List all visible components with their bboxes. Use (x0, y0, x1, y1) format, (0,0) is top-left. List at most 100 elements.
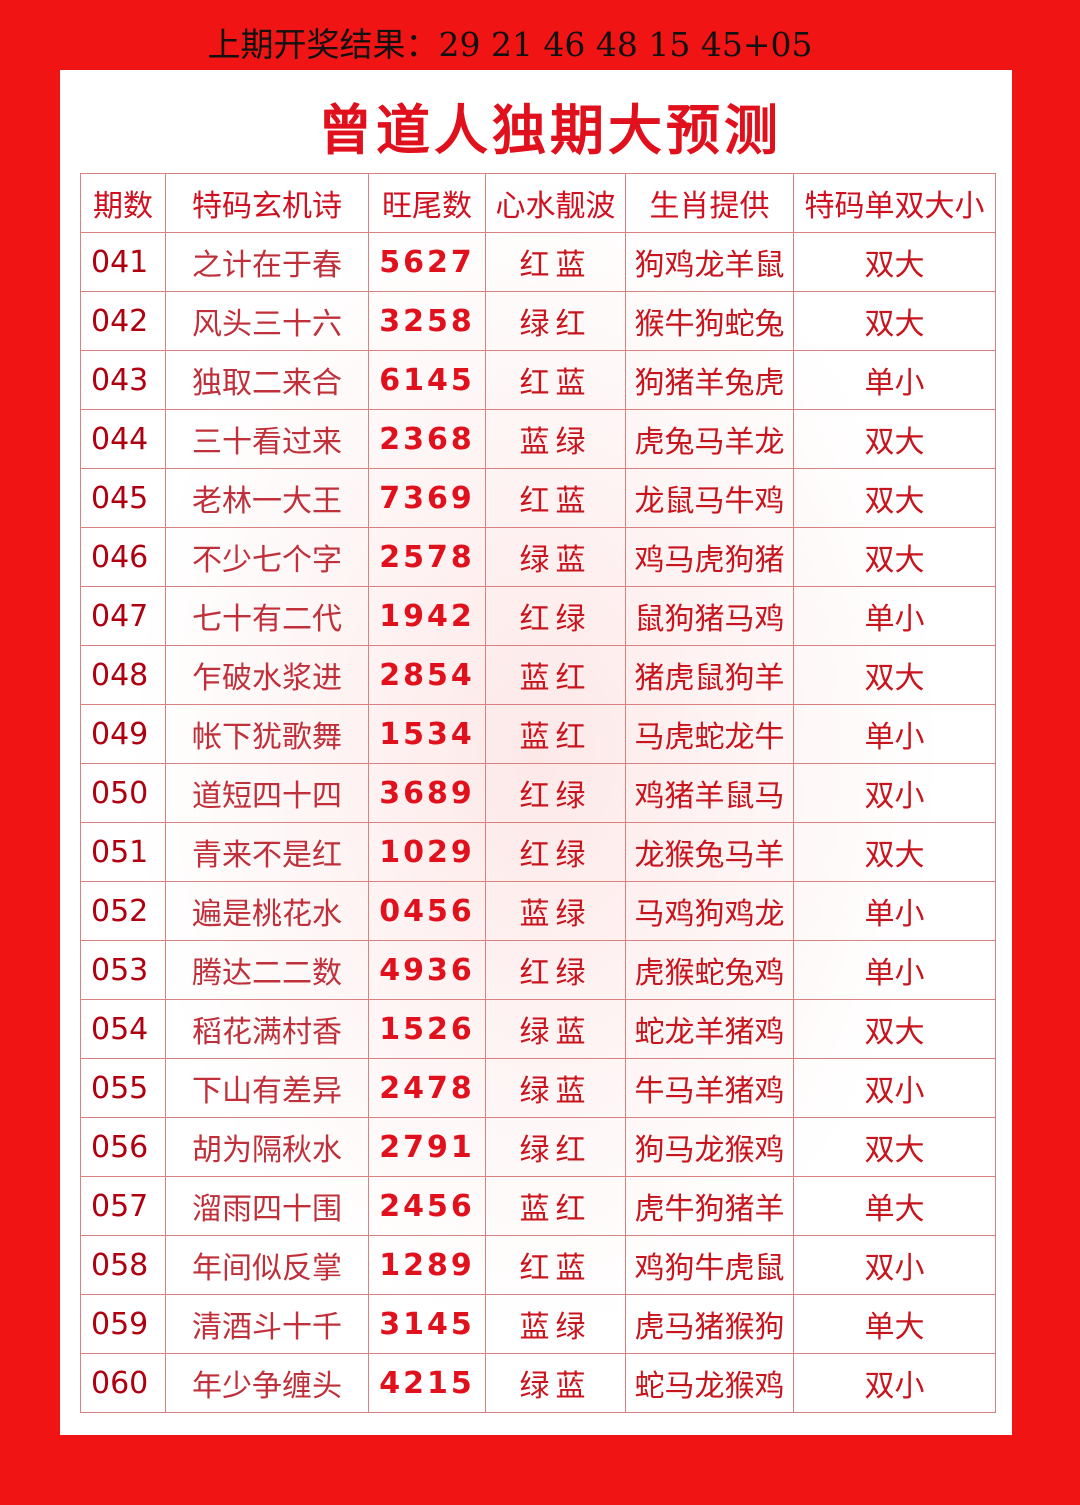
table-cell: 蓝绿 (485, 409, 626, 469)
table-cell: 060 (80, 1353, 166, 1413)
table-row: 049 帐下犹歌舞 1534 蓝红 马虎蛇龙牛 单小 (80, 704, 996, 764)
table-cell: 红蓝 (485, 1235, 626, 1295)
table-cell: 2456 (368, 1176, 486, 1236)
table-cell: 青来不是红 (165, 822, 369, 882)
table-cell: 单小 (793, 881, 996, 941)
table-row: 052 遍是桃花水 0456 蓝绿 马鸡狗鸡龙 单小 (80, 881, 996, 941)
table-row: 054 稻花满村香 1526 绿蓝 蛇龙羊猪鸡 双大 (80, 999, 996, 1059)
table-cell: 红蓝 (485, 350, 626, 410)
table-cell: 3145 (368, 1294, 486, 1354)
table-cell: 之计在于春 (165, 232, 369, 292)
table-cell: 单小 (793, 350, 996, 410)
table-cell: 6145 (368, 350, 486, 410)
table-cell: 年间似反掌 (165, 1235, 369, 1295)
table-cell: 绿红 (485, 1117, 626, 1177)
table-cell: 2368 (368, 409, 486, 469)
table-cell: 双大 (793, 1117, 996, 1177)
table-row: 058 年间似反掌 1289 红蓝 鸡狗牛虎鼠 双小 (80, 1235, 996, 1295)
table-row: 041 之计在于春 5627 红蓝 狗鸡龙羊鼠 双大 (80, 232, 996, 292)
table-cell: 绿蓝 (485, 1353, 626, 1413)
table-cell: 055 (80, 1058, 166, 1118)
table-cell: 2578 (368, 527, 486, 587)
table-cell: 046 (80, 527, 166, 587)
table-cell: 单小 (793, 704, 996, 764)
table-cell: 052 (80, 881, 166, 941)
table-cell: 七十有二代 (165, 586, 369, 646)
table-cell: 双小 (793, 1353, 996, 1413)
table-row: 060 年少争缠头 4215 绿蓝 蛇马龙猴鸡 双小 (80, 1353, 996, 1413)
title: 曾道人独期大预测 (318, 99, 782, 162)
table-cell: 041 (80, 232, 166, 292)
table-cell: 7369 (368, 468, 486, 528)
table-cell: 狗鸡龙羊鼠 (625, 232, 794, 292)
table-cell: 猪虎鼠狗羊 (625, 645, 794, 705)
table-cell: 狗马龙猴鸡 (625, 1117, 794, 1177)
table-cell: 清酒斗十千 (165, 1294, 369, 1354)
table-cell: 绿蓝 (485, 1058, 626, 1118)
table-cell: 蓝绿 (485, 1294, 626, 1354)
table-cell: 马鸡狗鸡龙 (625, 881, 794, 941)
table-cell: 稻花满村香 (165, 999, 369, 1059)
table-cell: 蓝红 (485, 645, 626, 705)
table-cell: 三十看过来 (165, 409, 369, 469)
table-cell: 单大 (793, 1176, 996, 1236)
table-cell: 不少七个字 (165, 527, 369, 587)
table-row: 051 青来不是红 1029 红绿 龙猴兔马羊 双大 (80, 822, 996, 882)
table-cell: 鸡马虎狗猪 (625, 527, 794, 587)
table-cell: 下山有差异 (165, 1058, 369, 1118)
column-header: 生肖提供 (625, 173, 794, 233)
table-row: 048 乍破水浆进 2854 蓝红 猪虎鼠狗羊 双大 (80, 645, 996, 705)
table-cell: 1526 (368, 999, 486, 1059)
table-cell: 049 (80, 704, 166, 764)
table-cell: 龙猴兔马羊 (625, 822, 794, 882)
table-cell: 043 (80, 350, 166, 410)
table-cell: 绿蓝 (485, 527, 626, 587)
table-cell: 虎兔马羊龙 (625, 409, 794, 469)
table-cell: 猴牛狗蛇兔 (625, 291, 794, 351)
table-cell: 红蓝 (485, 232, 626, 292)
table-row: 055 下山有差异 2478 绿蓝 牛马羊猪鸡 双小 (80, 1058, 996, 1118)
table-row: 045 老林一大王 7369 红蓝 龙鼠马牛鸡 双大 (80, 468, 996, 528)
table-cell: 风头三十六 (165, 291, 369, 351)
table-cell: 溜雨四十围 (165, 1176, 369, 1236)
table-cell: 虎牛狗猪羊 (625, 1176, 794, 1236)
table-cell: 3258 (368, 291, 486, 351)
table-cell: 1534 (368, 704, 486, 764)
table-cell: 3689 (368, 763, 486, 823)
table-row: 043 独取二来合 6145 红蓝 狗猪羊兔虎 单小 (80, 350, 996, 410)
column-header: 旺尾数 (368, 173, 486, 233)
table-cell: 鸡猪羊鼠马 (625, 763, 794, 823)
table-row: 050 道短四十四 3689 红绿 鸡猪羊鼠马 双小 (80, 763, 996, 823)
table-cell: 鼠狗猪马鸡 (625, 586, 794, 646)
table-cell: 042 (80, 291, 166, 351)
table-cell: 2478 (368, 1058, 486, 1118)
table-cell: 双大 (793, 232, 996, 292)
table-cell: 044 (80, 409, 166, 469)
table-cell: 2854 (368, 645, 486, 705)
table-cell: 道短四十四 (165, 763, 369, 823)
table-row: 056 胡为隔秋水 2791 绿红 狗马龙猴鸡 双大 (80, 1117, 996, 1177)
table-cell: 1942 (368, 586, 486, 646)
table-cell: 蓝绿 (485, 881, 626, 941)
table-cell: 红蓝 (485, 468, 626, 528)
table-cell: 双大 (793, 527, 996, 587)
table-cell: 双小 (793, 1058, 996, 1118)
table-cell: 双大 (793, 468, 996, 528)
table-cell: 045 (80, 468, 166, 528)
table-cell: 050 (80, 763, 166, 823)
table-cell: 虎猴蛇兔鸡 (625, 940, 794, 1000)
table-cell: 龙鼠马牛鸡 (625, 468, 794, 528)
column-header: 特码单双大小 (793, 173, 996, 233)
table-cell: 红绿 (485, 586, 626, 646)
table-cell: 单小 (793, 586, 996, 646)
table-cell: 4936 (368, 940, 486, 1000)
table-cell: 红绿 (485, 763, 626, 823)
table-cell: 蛇龙羊猪鸡 (625, 999, 794, 1059)
table-cell: 独取二来合 (165, 350, 369, 410)
table-cell: 红绿 (485, 822, 626, 882)
table-cell: 2791 (368, 1117, 486, 1177)
table-cell: 帐下犹歌舞 (165, 704, 369, 764)
table-cell: 051 (80, 822, 166, 882)
table-cell: 红绿 (485, 940, 626, 1000)
table-cell: 双大 (793, 999, 996, 1059)
